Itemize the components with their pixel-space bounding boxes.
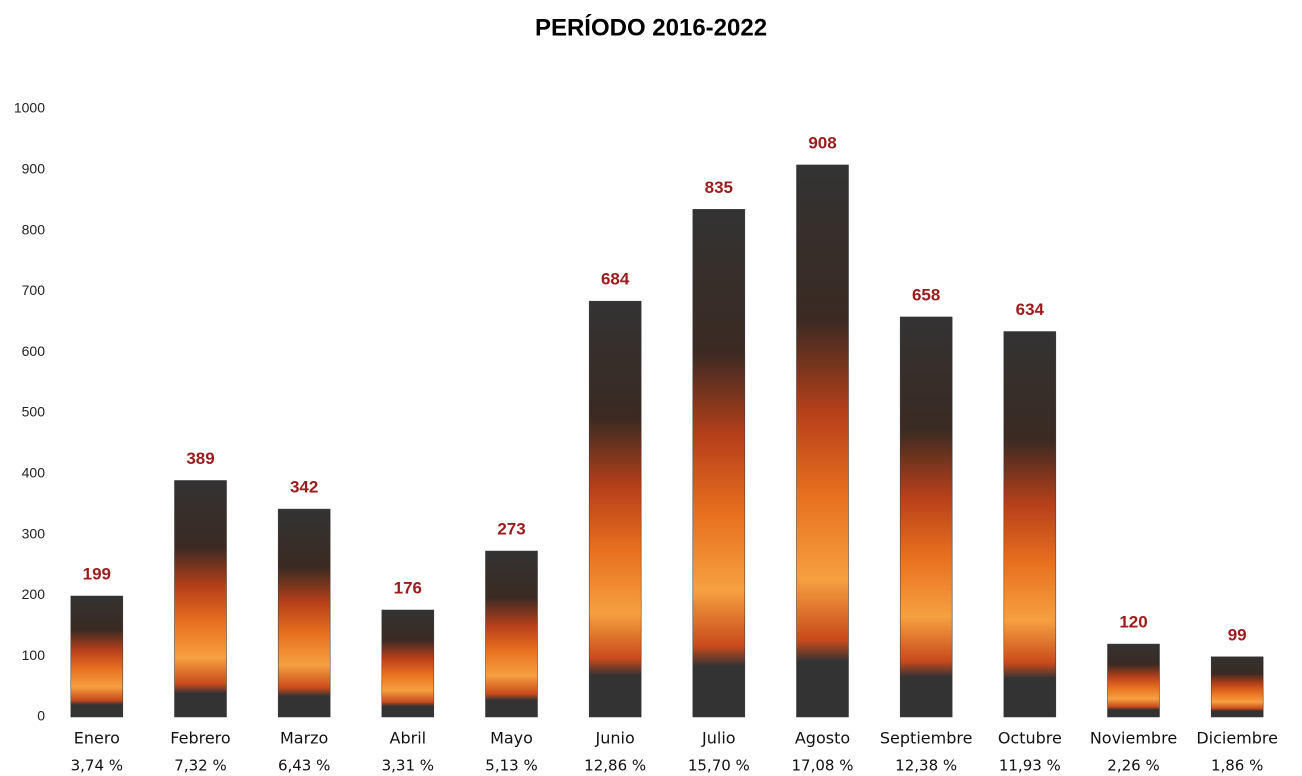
bar — [1210, 656, 1264, 718]
category-share: 1,86 % — [1211, 757, 1263, 775]
bar — [277, 508, 331, 718]
y-tick-label: 900 — [22, 161, 46, 177]
bar — [174, 480, 227, 718]
category-share: 6,43 % — [278, 757, 330, 775]
category-share: 15,70 % — [688, 757, 750, 775]
y-tick-label: 200 — [22, 586, 46, 602]
y-tick-label: 100 — [22, 647, 46, 663]
y-tick-label: 300 — [22, 525, 46, 541]
category-share: 11,93 % — [999, 757, 1061, 775]
x-tick-label: Julio — [701, 729, 736, 748]
value-label: 199 — [83, 564, 111, 583]
x-tick-label: Noviembre — [1090, 729, 1177, 748]
bar — [1107, 643, 1160, 718]
x-tick-label: Enero — [74, 729, 120, 748]
value-label: 908 — [808, 133, 836, 152]
value-label: 684 — [601, 270, 630, 289]
y-tick-label: 600 — [22, 343, 46, 359]
y-tick-label: 500 — [22, 404, 46, 420]
bar — [381, 609, 435, 718]
category-share: 17,08 % — [792, 757, 854, 775]
bar — [1003, 331, 1057, 718]
x-tick-label: Junio — [595, 729, 635, 748]
bar — [692, 209, 746, 718]
chart-title: PERÍODO 2016-2022 — [535, 13, 767, 41]
value-label: 658 — [912, 285, 940, 304]
x-tick-label: Septiembre — [880, 729, 973, 748]
y-tick-label: 1000 — [14, 100, 45, 116]
y-tick-label: 700 — [22, 282, 46, 298]
category-share: 7,32 % — [174, 757, 226, 775]
value-label: 389 — [186, 449, 214, 468]
category-share: 5,13 % — [485, 757, 537, 775]
value-label: 99 — [1228, 625, 1247, 644]
bar — [899, 316, 953, 718]
bar — [70, 595, 124, 718]
bar — [796, 164, 849, 718]
bar — [485, 550, 538, 718]
category-share: 12,86 % — [584, 757, 646, 775]
x-tick-label: Febrero — [170, 729, 230, 748]
x-tick-label: Mayo — [490, 729, 533, 748]
x-tick-label: Diciembre — [1196, 729, 1278, 748]
value-label: 342 — [290, 478, 318, 497]
value-label: 176 — [394, 578, 422, 597]
y-tick-label: 0 — [37, 708, 45, 724]
value-label: 120 — [1119, 613, 1147, 632]
category-share: 3,31 % — [382, 757, 434, 775]
y-tick-label: 800 — [22, 221, 46, 237]
y-tick-label: 400 — [22, 465, 46, 481]
x-tick-label: Octubre — [998, 729, 1062, 748]
value-label: 835 — [705, 178, 733, 197]
value-label: 273 — [497, 520, 525, 539]
value-label: 634 — [1016, 300, 1045, 319]
category-share: 3,74 % — [71, 757, 123, 775]
category-share: 2,26 % — [1107, 757, 1159, 775]
x-tick-label: Marzo — [280, 729, 328, 748]
category-share: 12,38 % — [895, 757, 957, 775]
x-tick-label: Abril — [390, 729, 427, 748]
bar — [588, 300, 642, 718]
x-tick-label: Agosto — [795, 729, 850, 748]
